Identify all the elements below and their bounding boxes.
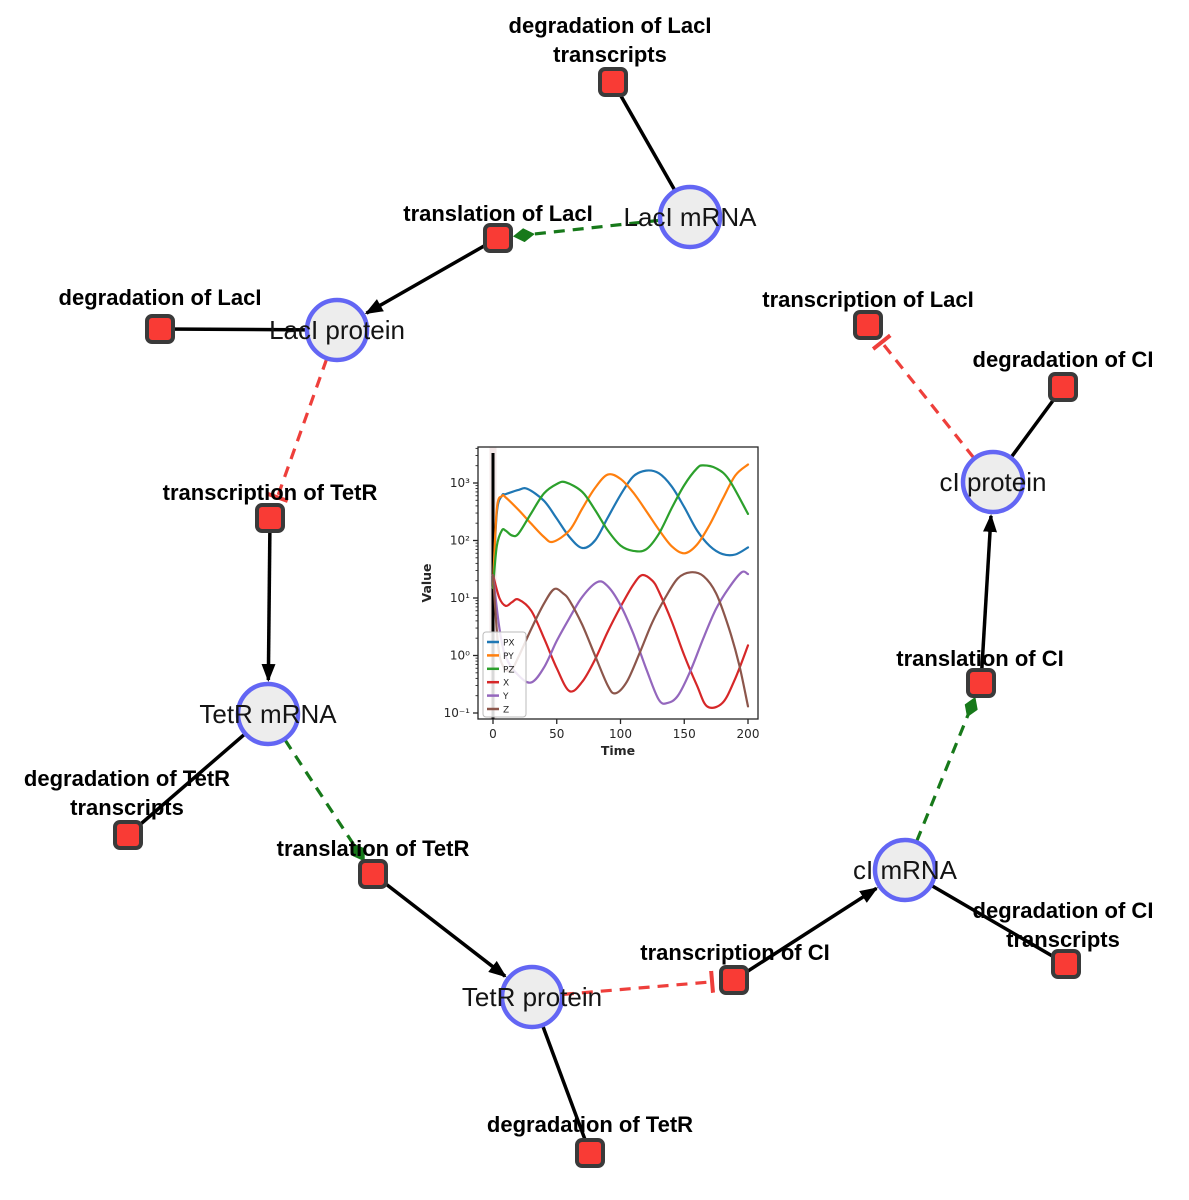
species-node-ci-mrna[interactable] <box>872 837 938 903</box>
y-axis-label: Value <box>419 563 434 602</box>
deg-laci-transcripts-label: degradation of LacI transcripts <box>509 13 712 67</box>
reaction-node-translation-tetr[interactable] <box>358 859 388 889</box>
laci-protein-label: LacI protein <box>269 315 405 345</box>
label-layer: degradation of LacI transcripts translatio… <box>24 13 1154 1137</box>
edge-laci-mrna-deg-laci-transcripts-consumption <box>611 81 678 194</box>
chart-legend: PX PY PZ XYZ <box>482 631 527 718</box>
x-tick-label: 50 <box>549 727 564 741</box>
legend-label-Z: Z <box>503 706 509 716</box>
species-node-laci-protein[interactable] <box>304 297 370 363</box>
edge-translation-tetr-tetr-protein-production <box>371 872 507 978</box>
x-tick-label: 200 <box>737 727 760 741</box>
reaction-node-translation-ci[interactable] <box>966 668 996 698</box>
series-PZ <box>491 464 750 589</box>
reaction-node-transcription-laci[interactable] <box>853 310 883 340</box>
x-tick-label: 0 <box>489 727 497 741</box>
y-tick-label: 10⁰ <box>450 649 470 663</box>
axes-spines <box>477 446 759 720</box>
legend-label-PX: PX <box>503 639 515 649</box>
reaction-node-deg-tetr[interactable] <box>575 1138 605 1168</box>
series-X <box>491 573 750 709</box>
transcription-ci-label: transcription of CI <box>640 940 829 965</box>
species-node-laci-mrna[interactable] <box>657 184 723 250</box>
species-node-layer <box>235 184 1026 1030</box>
translation-tetr-label: translation of TetR <box>277 836 470 861</box>
series-layer <box>491 463 750 709</box>
y-tick-label: 10¹ <box>450 591 470 605</box>
species-node-tetr-mrna[interactable] <box>235 681 301 747</box>
series-PY <box>491 463 750 589</box>
edge-transcription-ci-ci-mrna-production <box>733 886 879 982</box>
edge-ci-mrna-deg-ci-transcripts-consumption <box>928 882 1067 966</box>
edge-laci-mrna-translation-laci-modifier <box>512 218 660 243</box>
legend-label-Y: Y <box>502 692 509 702</box>
reaction-node-deg-laci-transcripts[interactable] <box>598 67 628 97</box>
x-tick-label: 100 <box>609 727 632 741</box>
transcription-laci-label: transcription of LacI <box>762 287 973 312</box>
x-axis-label: Time <box>601 743 635 758</box>
edge-translation-laci-laci-protein-production <box>364 236 499 315</box>
translation-laci-label: translation of LacI <box>403 201 592 226</box>
edge-tetr-mrna-translation-tetr-modifier <box>283 739 365 862</box>
deg-tetr-label: degradation of TetR <box>487 1112 693 1137</box>
deg-ci-transcripts-label: degradation of CI transcripts <box>973 898 1154 952</box>
series-PX <box>491 469 750 589</box>
reaction-node-deg-ci[interactable] <box>1048 372 1078 402</box>
edge-laci-protein-deg-laci-consumption <box>159 327 310 332</box>
laci-mrna-label: LacI mRNA <box>624 202 758 232</box>
reaction-node-deg-ci-transcripts[interactable] <box>1051 949 1081 979</box>
tetr-mrna-label: TetR mRNA <box>199 699 337 729</box>
edge-tetr-mrna-deg-tetr-transcripts-consumption <box>126 730 248 837</box>
y-tick-label: 10² <box>450 534 470 548</box>
edge-layer <box>126 81 1067 1154</box>
edge-ci-protein-transcription-laci-inhibition <box>871 333 975 459</box>
ci-protein-label: cI protein <box>940 467 1047 497</box>
transcription-tetr-label: transcription of TetR <box>163 480 378 505</box>
edge-tetr-protein-transcription-ci-inhibition <box>562 970 715 996</box>
legend-label-PY: PY <box>503 652 514 662</box>
edge-laci-protein-transcription-tetr-inhibition <box>266 358 329 503</box>
y-tick-label: 10⁻¹ <box>444 706 471 720</box>
deg-laci-label: degradation of LacI <box>59 285 262 310</box>
y-tick-label: 10³ <box>450 476 470 490</box>
x-tick-label: 150 <box>673 727 696 741</box>
species-node-tetr-protein[interactable] <box>499 964 565 1030</box>
ci-mrna-label: cI mRNA <box>853 855 958 885</box>
species-node-ci-protein[interactable] <box>960 449 1026 515</box>
reaction-node-transcription-tetr[interactable] <box>255 503 285 533</box>
deg-tetr-transcripts-label: degradation of TetR transcripts <box>24 766 230 820</box>
reaction-node-transcription-ci[interactable] <box>719 965 749 995</box>
reaction-node-deg-tetr-transcripts[interactable] <box>113 820 143 850</box>
edge-ci-mrna-translation-ci-modifier <box>915 696 978 842</box>
edge-translation-ci-ci-protein-production <box>979 513 998 684</box>
translation-ci-label: translation of CI <box>896 646 1063 671</box>
series-Y <box>491 570 750 705</box>
legend-label-X: X <box>503 679 509 689</box>
tetr-protein-label: TetR protein <box>462 982 602 1012</box>
deg-ci-label: degradation of CI <box>973 347 1154 372</box>
series-Z <box>491 571 750 708</box>
reaction-node-translation-laci[interactable] <box>483 223 513 253</box>
edge-tetr-protein-deg-tetr-consumption <box>540 1022 592 1154</box>
edge-transcription-tetr-tetr-mrna-production <box>261 517 276 683</box>
reaction-node-layer <box>113 67 1081 1168</box>
legend-label-PZ: PZ <box>503 665 515 675</box>
reaction-node-deg-laci[interactable] <box>145 314 175 344</box>
